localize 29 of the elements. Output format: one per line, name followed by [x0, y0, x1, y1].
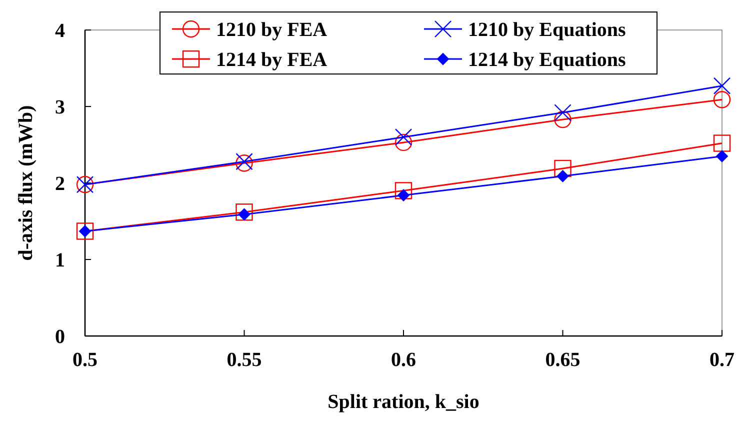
point — [554, 160, 572, 178]
point — [394, 134, 412, 152]
y-axis-title: d-axis flux (mWb) — [15, 105, 37, 261]
point — [556, 170, 569, 182]
x-axis-title: Split ration, k_sio — [328, 391, 480, 413]
x-tick-label: 0.6 — [391, 349, 416, 371]
y-tick-label: 3 — [55, 96, 65, 118]
x-tick-label: 0.65 — [545, 349, 580, 371]
y-tick-label: 0 — [55, 326, 65, 348]
point — [716, 150, 728, 162]
point — [236, 203, 253, 221]
legend-label: 1210 by FEA — [216, 19, 328, 41]
point — [394, 182, 412, 200]
point — [554, 110, 572, 128]
point — [713, 134, 731, 152]
legend-label: 1210 by Equations — [468, 19, 626, 41]
x-tick-label: 0.55 — [226, 349, 262, 371]
x-tick-label: 0.5 — [72, 349, 98, 371]
x-tick-label: 0.7 — [710, 349, 734, 371]
y-tick-label: 4 — [55, 20, 65, 42]
point — [713, 91, 731, 108]
y-tick-label: 2 — [55, 173, 65, 195]
point — [554, 104, 572, 122]
point — [394, 128, 412, 146]
point — [713, 77, 731, 94]
y-tick-label: 1 — [55, 250, 65, 272]
legend-label: 1214 by FEA — [216, 49, 328, 71]
point — [76, 222, 94, 240]
legend-label: 1214 by Equations — [468, 49, 626, 71]
